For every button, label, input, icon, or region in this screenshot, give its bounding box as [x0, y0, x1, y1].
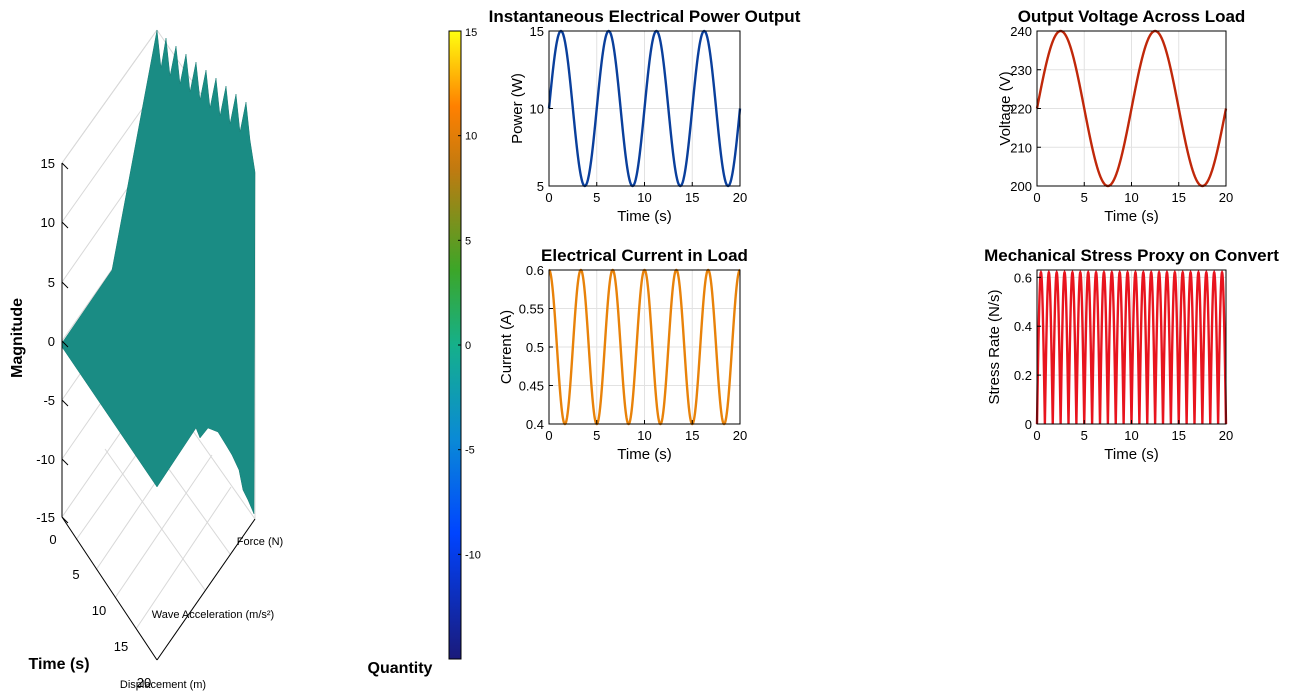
z-tick-label: 5 — [48, 275, 55, 290]
x-tick-label: 0 — [545, 428, 552, 443]
x-tick-label: 5 — [1081, 190, 1088, 205]
x-tick-label: 5 — [593, 190, 600, 205]
quantity-axis-line — [156, 518, 256, 661]
y-tick-label: 0.4 — [526, 417, 544, 432]
y-tick-label: 0.55 — [519, 302, 544, 317]
z-tick-label: 15 — [41, 156, 55, 171]
y-tick-label: 220 — [1010, 102, 1032, 117]
y-tick-label: 0 — [1025, 417, 1032, 432]
x-axis-label: Time (s) — [617, 446, 671, 463]
time-tick-label: 5 — [72, 567, 79, 582]
x-tick-label: 0 — [1033, 428, 1040, 443]
y-tick-label: 10 — [530, 102, 544, 117]
time-tick-label: 20 — [137, 675, 151, 690]
x-tick-label: 20 — [733, 190, 747, 205]
x-axis-label: Time (s) — [1104, 208, 1158, 225]
y-tick-label: 15 — [530, 24, 544, 39]
colorbar-tick-label: 15 — [465, 27, 477, 39]
y-tick-label: 0.4 — [1014, 319, 1032, 334]
quantity-tick-label: Displacement (m) — [120, 679, 206, 691]
x-tick-label: 15 — [685, 190, 699, 205]
y-axis-label: Power (W) — [509, 73, 526, 144]
x-tick-label: 15 — [1172, 428, 1186, 443]
colorbar-tick-label: 5 — [465, 235, 471, 247]
z-tick-label: -15 — [36, 510, 55, 525]
time-tick-label: 15 — [114, 639, 128, 654]
time-axis-line — [61, 516, 158, 661]
x-tick-label: 15 — [1172, 190, 1186, 205]
current-chart: 0 5 10 15 20 0.4 0.45 0.5 0.55 0.6 Time (s) Current… — [498, 246, 748, 463]
z-tick-mark — [61, 516, 69, 524]
y-tick-label: 0.6 — [526, 263, 544, 278]
grid-line-3d — [104, 448, 206, 591]
z-tick-mark — [61, 221, 69, 229]
colorbar-tick-label: 10 — [465, 131, 477, 143]
grid-line-3d — [61, 87, 158, 223]
stress-chart: 0 5 10 15 20 0 0.2 0.4 0.6 Time (s) Stress Rate (N… — [984, 246, 1279, 463]
y-tick-label: 0.5 — [526, 340, 544, 355]
colorbar: 15 -10 -5 0 5 10 — [448, 27, 481, 660]
z-tick-label: -10 — [36, 452, 55, 467]
x-axis-label: Time (s) — [1104, 446, 1158, 463]
y-axis-label: Current (A) — [498, 310, 515, 384]
z-axis-label: Magnitude — [9, 298, 26, 378]
x-tick-label: 5 — [593, 428, 600, 443]
grid-line-3d — [114, 454, 213, 599]
grid-line-3d — [135, 486, 232, 630]
voltage-chart: 0 5 10 15 20 200 210 220 230 240 Time (s) Voltage (… — [997, 7, 1245, 225]
series-line — [1035, 29, 1228, 188]
x-tick-label: 10 — [1124, 428, 1138, 443]
z-tick-label: 0 — [48, 334, 55, 349]
series-line — [547, 29, 742, 188]
y-axis-label: Voltage (V) — [997, 71, 1014, 145]
y-tick-label: 0.45 — [519, 379, 544, 394]
colorbar-tick-label: 0 — [465, 340, 471, 352]
chart-title: Mechanical Stress Proxy on Convert — [984, 246, 1279, 265]
chart-title: Instantaneous Electrical Power Output — [489, 7, 801, 26]
quantity-tick-label: Force (N) — [237, 536, 283, 548]
y-tick-label: 230 — [1010, 63, 1032, 78]
time-tick-label: 10 — [92, 603, 106, 618]
y-tick-label: 240 — [1010, 24, 1032, 39]
colorbar-tick-label: -5 — [465, 445, 475, 457]
y-tick-label: 200 — [1010, 179, 1032, 194]
y-axis-label: Stress Rate (N/s) — [986, 289, 1003, 404]
x-tick-label: 20 — [1219, 190, 1233, 205]
x-tick-label: 15 — [685, 428, 699, 443]
z-tick-label: 10 — [41, 215, 55, 230]
x-tick-label: 0 — [1033, 190, 1040, 205]
chart-title: Electrical Current in Load — [541, 246, 748, 265]
colorbar-tick-label: -10 — [465, 549, 481, 561]
z-tick-mark — [61, 162, 69, 170]
x-tick-label: 20 — [733, 428, 747, 443]
x-tick-label: 5 — [1081, 428, 1088, 443]
z-tick-mark — [61, 458, 69, 466]
z-tick-mark — [61, 281, 69, 289]
grid-line-3d — [61, 29, 158, 164]
time-tick-label: 0 — [49, 532, 56, 547]
x-tick-label: 10 — [637, 428, 651, 443]
quantity-tick-label: Wave Acceleration (m/s²) — [152, 609, 274, 621]
x-tick-label: 20 — [1219, 428, 1233, 443]
x-tick-label: 0 — [545, 190, 552, 205]
y-tick-label: 0.6 — [1014, 270, 1032, 285]
chart-title: Output Voltage Across Load — [1018, 7, 1246, 26]
time-axis-label: Time (s) — [28, 656, 89, 673]
x-tick-label: 10 — [1124, 190, 1138, 205]
z-tick-mark — [61, 399, 69, 407]
z-tick-label: -5 — [43, 393, 55, 408]
surface-mesh — [61, 29, 256, 515]
y-tick-label: 210 — [1010, 140, 1032, 155]
x-axis-label: Time (s) — [617, 208, 671, 225]
quantity-axis-label: Quantity — [368, 660, 433, 677]
x-tick-label: 10 — [637, 190, 651, 205]
y-tick-label: 5 — [537, 179, 544, 194]
y-tick-label: 0.2 — [1014, 368, 1032, 383]
z-tick-mark — [61, 340, 69, 348]
